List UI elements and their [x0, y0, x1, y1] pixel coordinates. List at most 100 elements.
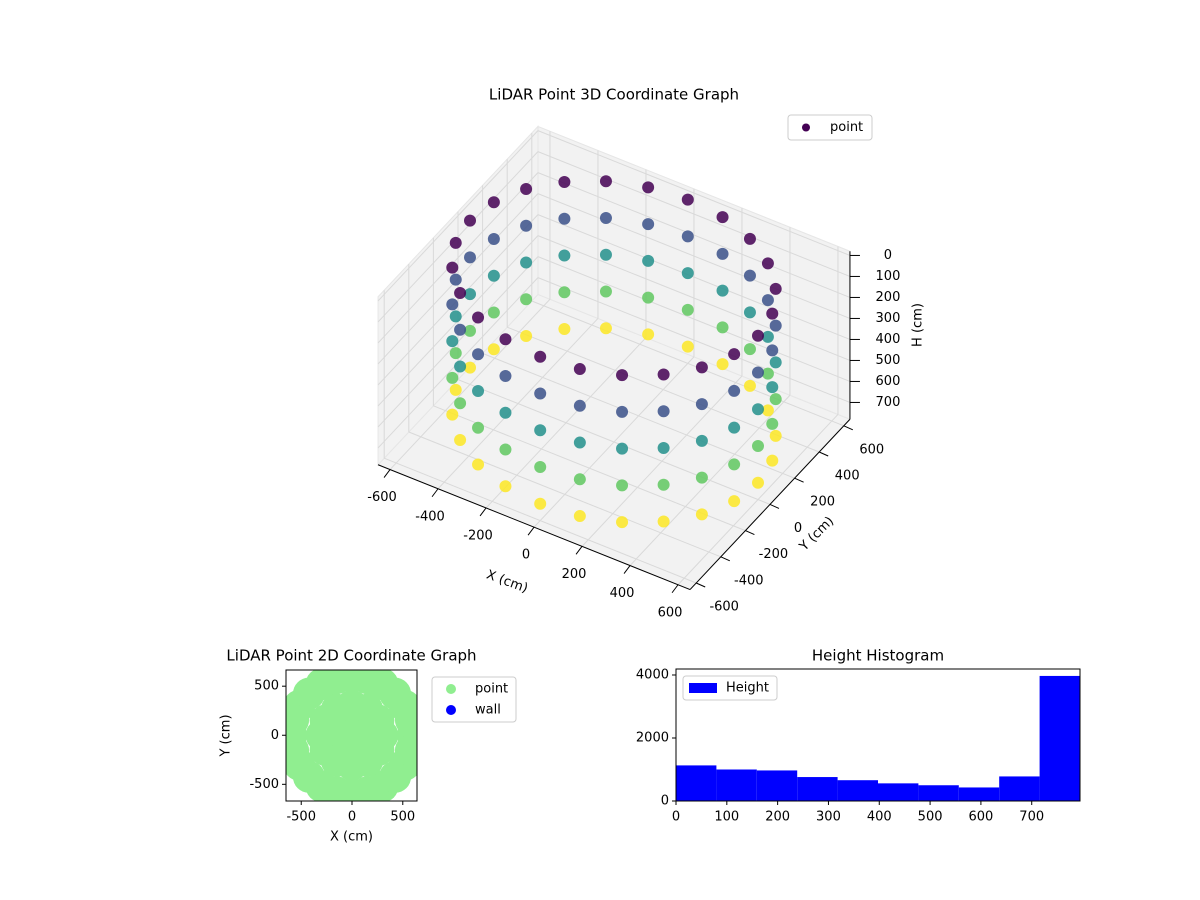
point [446, 408, 459, 421]
x-tick-label: 300 [816, 810, 841, 825]
point [657, 441, 670, 454]
point [681, 340, 694, 353]
point [487, 269, 500, 282]
point [464, 361, 476, 374]
z-tick-label: 700 [876, 395, 901, 410]
point [573, 436, 586, 449]
point [362, 733, 395, 766]
point [520, 293, 533, 306]
point [657, 478, 670, 491]
point [499, 333, 512, 346]
z-tick-label: 100 [876, 269, 901, 284]
x-tick-label: 400 [610, 586, 635, 601]
point [695, 508, 708, 521]
point [752, 329, 764, 342]
point [766, 381, 779, 394]
point [642, 254, 655, 267]
point [642, 181, 655, 194]
point [520, 219, 533, 232]
point [752, 403, 764, 416]
point [446, 298, 459, 311]
z-tick-label: 400 [876, 332, 901, 347]
point [695, 471, 708, 484]
x-tick-label: 600 [658, 605, 683, 620]
point [520, 329, 533, 342]
point [681, 230, 694, 243]
point [761, 330, 774, 343]
grid-line [537, 214, 851, 340]
point [752, 476, 764, 489]
x-tick-label: 600 [968, 810, 993, 825]
point [534, 461, 547, 474]
x-tick-label: -400 [415, 509, 445, 524]
point [558, 286, 571, 299]
x-tick-label: 100 [714, 810, 739, 825]
y-tick [720, 556, 731, 562]
x-tick-label: 0 [672, 810, 680, 825]
grid-line [537, 130, 851, 256]
point [716, 284, 729, 297]
point [599, 212, 612, 225]
point [464, 288, 476, 301]
point [769, 393, 782, 406]
point [657, 515, 670, 528]
point [716, 247, 729, 260]
point [520, 182, 533, 195]
y-tick-label: 500 [254, 679, 279, 694]
point [766, 417, 779, 430]
point [769, 356, 782, 369]
point [446, 261, 459, 274]
point [534, 387, 547, 400]
y-axis-label: Y (cm) [219, 714, 234, 757]
point [716, 321, 729, 334]
grid-line [433, 405, 746, 532]
point [642, 291, 655, 304]
chart-title: LiDAR Point 2D Coordinate Graph [226, 647, 476, 665]
point [446, 371, 459, 384]
y-tick-label: 0 [794, 521, 802, 536]
point [336, 719, 369, 752]
chart-title: Height Histogram [812, 647, 944, 665]
point [728, 384, 741, 397]
chart-title: LiDAR Point 3D Coordinate Graph [489, 86, 739, 104]
y-tick-label: -500 [249, 777, 279, 792]
point [728, 348, 741, 361]
point [449, 347, 462, 360]
point [761, 404, 774, 417]
point [454, 397, 467, 410]
point [657, 368, 670, 381]
point [743, 232, 756, 245]
point [695, 361, 708, 374]
point [599, 322, 612, 335]
point [449, 383, 462, 396]
point [573, 363, 586, 376]
point [573, 399, 586, 412]
legend-marker [802, 123, 810, 132]
point [558, 175, 571, 188]
x-tick-label: -600 [367, 490, 397, 505]
point [642, 328, 655, 341]
point [454, 287, 467, 300]
point [769, 429, 782, 442]
point [446, 335, 459, 348]
x-tick-label: 500 [918, 810, 943, 825]
plot-area [286, 670, 417, 801]
legend-label: wall [475, 703, 501, 718]
point [616, 442, 629, 455]
point [472, 385, 485, 398]
x-axis-label: X (cm) [330, 830, 373, 845]
grid-line [457, 379, 771, 505]
point [761, 294, 774, 307]
point [558, 212, 571, 225]
point [766, 307, 779, 320]
point [599, 175, 612, 188]
point [657, 405, 670, 418]
y-tick-label: 600 [859, 442, 884, 457]
point [499, 370, 512, 383]
point [766, 344, 779, 357]
point [728, 495, 741, 508]
point [599, 248, 612, 261]
grid-line [377, 214, 539, 386]
point [558, 322, 571, 335]
